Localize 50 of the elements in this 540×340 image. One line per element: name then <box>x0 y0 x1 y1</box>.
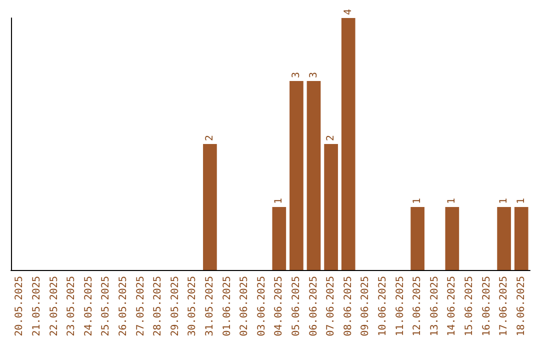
x-tick-label: 21.05.2025 <box>31 276 42 336</box>
bar <box>445 207 460 270</box>
bar <box>324 144 338 270</box>
x-tick-label: 22.05.2025 <box>48 276 60 336</box>
x-tick-label: 04.06.2025 <box>274 276 285 336</box>
bar <box>306 81 321 270</box>
data-label: 1 <box>516 198 527 204</box>
x-tick-label: 15.06.2025 <box>464 276 475 336</box>
data-label: 3 <box>308 72 320 78</box>
x-tick-label: 25.05.2025 <box>100 276 112 336</box>
data-label: 4 <box>342 8 354 15</box>
x-tick-label: 18.06.2025 <box>516 276 527 336</box>
x-tick-label: 31.05.2025 <box>204 276 216 336</box>
data-label: 1 <box>274 198 285 204</box>
x-tick-label: 06.06.2025 <box>308 276 320 336</box>
x-tick-label: 02.06.2025 <box>239 276 250 336</box>
data-label: 1 <box>446 198 458 204</box>
x-tick-label: 16.06.2025 <box>481 276 492 336</box>
x-tick-label: 10.06.2025 <box>377 276 388 336</box>
bar <box>410 207 424 270</box>
bar <box>272 207 286 270</box>
x-tick-label: 27.05.2025 <box>135 276 146 336</box>
bar <box>203 144 217 270</box>
bar <box>341 18 356 270</box>
x-tick-label: 07.06.2025 <box>326 276 337 336</box>
data-label: 1 <box>412 198 424 204</box>
x-tick-label: 03.06.2025 <box>256 276 268 336</box>
x-tick-label: 13.06.2025 <box>429 276 440 336</box>
x-tick-label: 05.06.2025 <box>290 276 302 336</box>
x-tick-label: 01.06.2025 <box>222 276 233 336</box>
x-tick-label: 20.05.2025 <box>14 276 26 336</box>
x-tick-label: 09.06.2025 <box>360 276 372 336</box>
data-label: 3 <box>290 72 302 78</box>
x-tick-label: 12.06.2025 <box>412 276 424 336</box>
x-tick-label: 11.06.2025 <box>394 276 406 336</box>
data-label: 2 <box>204 134 216 141</box>
bar <box>290 81 304 270</box>
x-tick-label: 17.06.2025 <box>498 276 510 336</box>
bar <box>497 207 511 270</box>
x-tick-label: 23.05.2025 <box>66 276 78 336</box>
x-tick-label: 30.05.2025 <box>187 276 198 336</box>
x-tick-label: 28.05.2025 <box>152 276 164 336</box>
x-tick-label: 08.06.2025 <box>342 276 354 336</box>
data-label: 2 <box>326 134 337 141</box>
x-tick-label: 24.05.2025 <box>83 276 94 336</box>
x-tick-label: 26.05.2025 <box>118 276 129 336</box>
x-tick-label: 14.06.2025 <box>446 276 458 336</box>
bar <box>514 207 528 270</box>
x-tick-label: 29.05.2025 <box>170 276 181 336</box>
data-label: 1 <box>498 198 510 204</box>
